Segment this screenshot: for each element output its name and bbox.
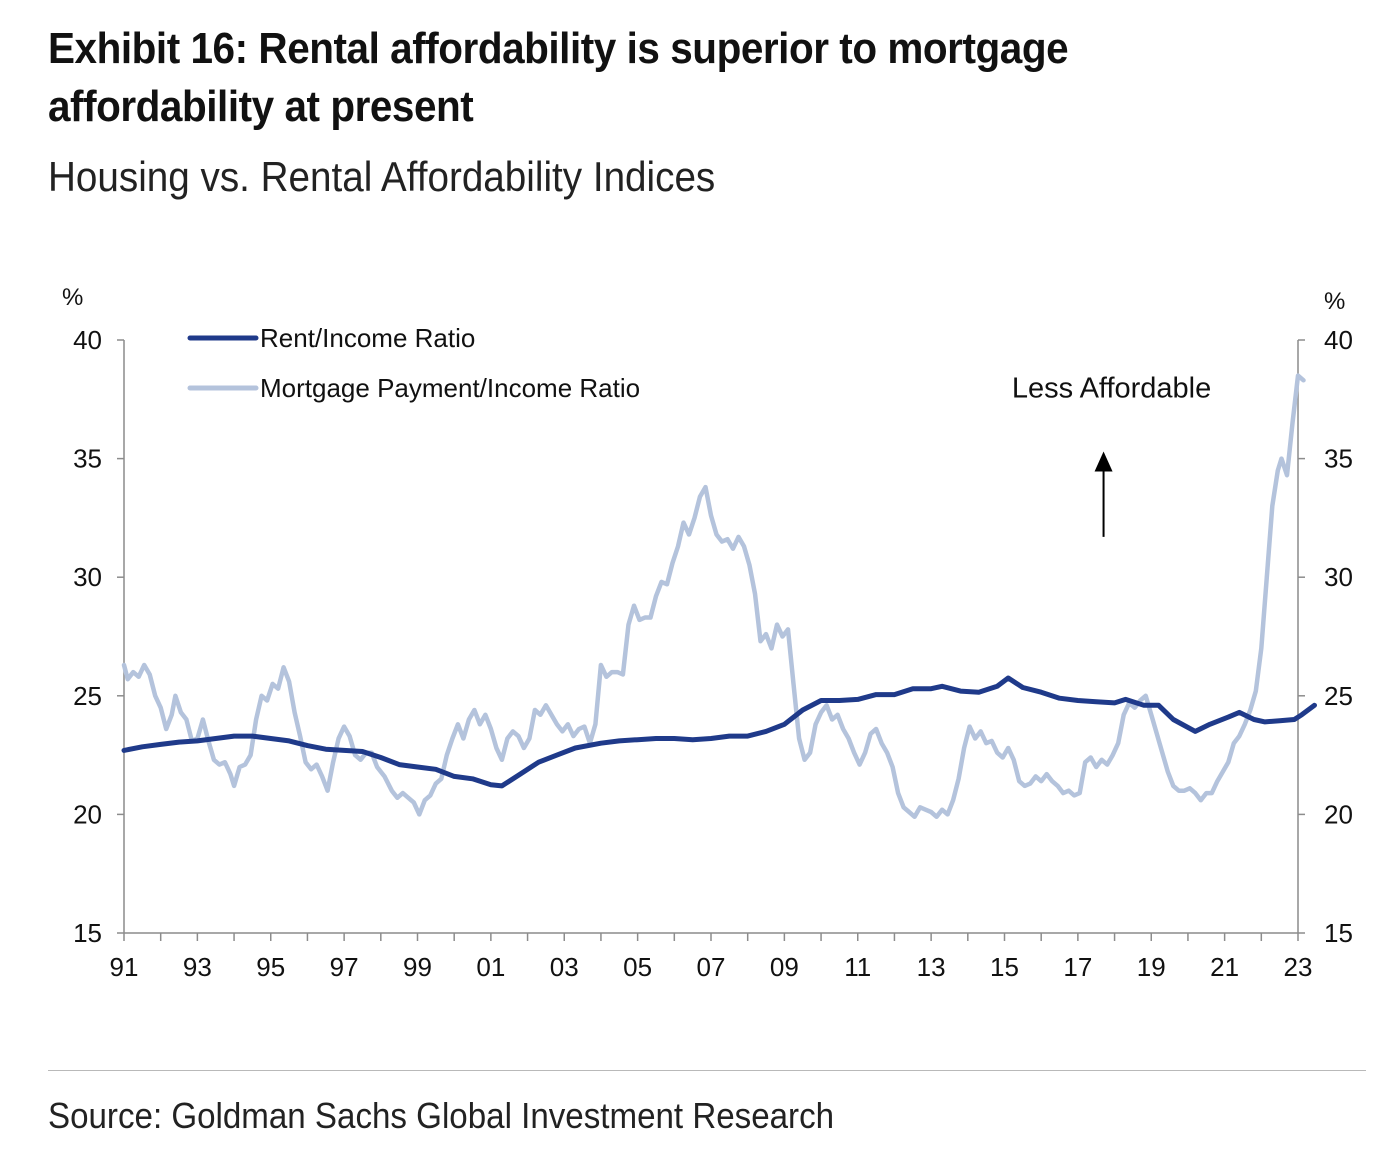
- x-tick-label: 91: [110, 952, 139, 982]
- y-tick-label-left: 20: [73, 799, 102, 829]
- x-tick-label: 97: [330, 952, 359, 982]
- series-line-rent-income: [121, 675, 1317, 789]
- chart-subtitle: Housing vs. Rental Affordability Indices: [48, 153, 716, 200]
- legend-item-mortgage-income-label: Mortgage Payment/Income Ratio: [260, 373, 640, 403]
- chart-title: Exhibit 16: Rental affordability is supe…: [48, 24, 1069, 131]
- x-tick-label: 21: [1210, 952, 1239, 982]
- x-tick-label: 99: [403, 952, 432, 982]
- y-tick-label-right: 40: [1324, 325, 1353, 355]
- y-axis-left-unit: %: [62, 284, 83, 311]
- y-tick-label-right: 35: [1324, 444, 1353, 474]
- x-tick-label: 95: [256, 952, 285, 982]
- x-tick-label: 07: [697, 952, 726, 982]
- x-tick-label: 01: [476, 952, 505, 982]
- annotation-arrow-head: [1094, 451, 1113, 472]
- x-tick-label: 11: [844, 952, 871, 982]
- chart-annotation: Less Affordable: [1012, 372, 1211, 537]
- annotation-label: Less Affordable: [1012, 372, 1211, 404]
- chart-legend: Rent/Income Ratio Mortgage Payment/Income…: [187, 323, 640, 403]
- y-tick-label-left: 15: [73, 918, 102, 948]
- x-tick-label: 17: [1063, 952, 1092, 982]
- x-tick-label: 23: [1284, 952, 1313, 982]
- chart-axes: % % 15 15 20 20 25 25 30 30 35 35 40 40 91 93 95 97 99 01 03…: [62, 284, 1353, 982]
- x-tick-label: 05: [623, 952, 652, 982]
- x-tick-label: 03: [550, 952, 579, 982]
- x-tick-label: 13: [917, 952, 946, 982]
- footer-divider: [48, 1070, 1366, 1071]
- y-tick-label-left: 35: [73, 444, 102, 474]
- legend-item-rent-income-label: Rent/Income Ratio: [260, 323, 475, 353]
- x-tick-label: 19: [1137, 952, 1166, 982]
- y-tick-label-left: 30: [73, 562, 102, 592]
- y-tick-label-left: 25: [73, 681, 102, 711]
- x-tick-label: 93: [183, 952, 212, 982]
- line-chart: % % 15 15 20 20 25 25 30 30 35 35 40 40 91 93 95 97 99 01 03…: [62, 284, 1353, 982]
- x-tick-label: 15: [990, 952, 1019, 982]
- series-line-mortgage-income: [121, 373, 1306, 820]
- y-tick-label-left: 40: [73, 325, 102, 355]
- y-axis-right-unit: %: [1324, 288, 1345, 315]
- source-note: Source: Goldman Sachs Global Investment …: [48, 1095, 835, 1136]
- y-tick-label-right: 30: [1324, 562, 1353, 592]
- y-tick-label-right: 25: [1324, 681, 1353, 711]
- x-tick-label: 09: [770, 952, 799, 982]
- y-tick-label-right: 15: [1324, 918, 1353, 948]
- chart-series-layer: [121, 373, 1317, 820]
- y-tick-label-right: 20: [1324, 799, 1353, 829]
